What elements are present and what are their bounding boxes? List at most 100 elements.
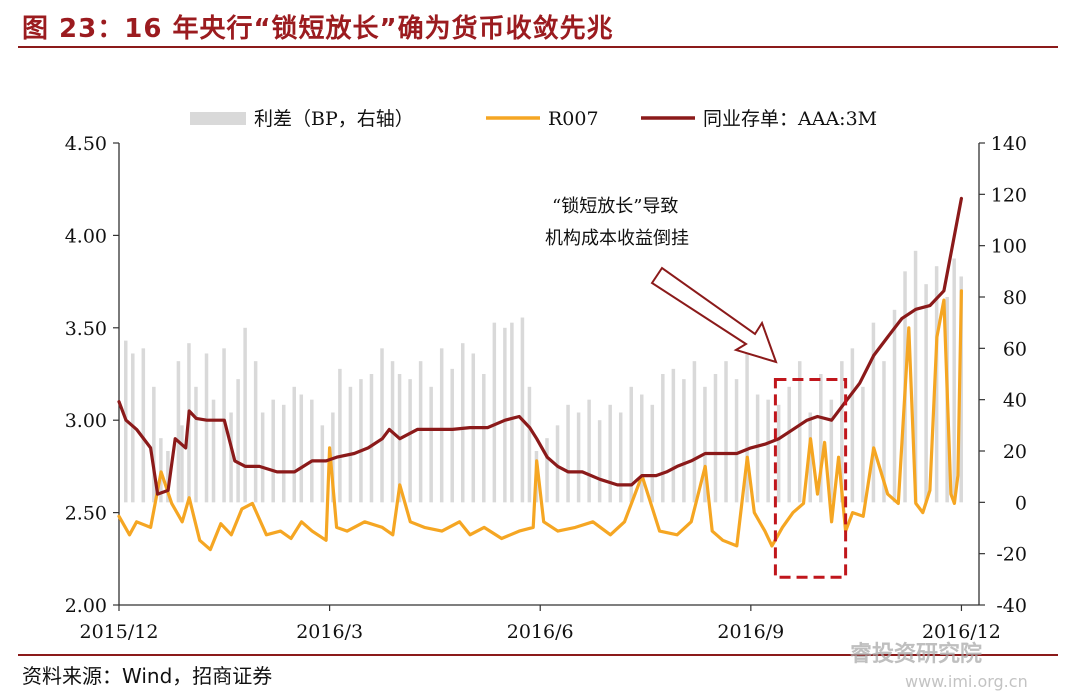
annotation-line-1: “锁短放长”导致: [552, 196, 678, 217]
spread-bar: [629, 386, 633, 503]
spread-bar: [310, 399, 314, 503]
spread-bar: [243, 327, 247, 503]
spread-bar: [587, 399, 591, 503]
left-tick-label: 2.00: [65, 595, 107, 617]
right-tick-label: 140: [991, 133, 1027, 155]
right-tick-label: 100: [991, 236, 1027, 258]
legend-label-ncd: 同业存单：AAA:3M: [703, 108, 877, 130]
spread-bar: [608, 404, 612, 503]
spread-bar: [555, 425, 560, 503]
spread-bar: [755, 394, 760, 503]
left-tick-label: 2.50: [65, 503, 107, 525]
x-tick-label: 2016/6: [507, 621, 574, 643]
spread-bar: [176, 361, 181, 503]
spread-bar: [320, 425, 325, 503]
spread-bar: [450, 368, 454, 503]
x-tick-label: 2016/9: [717, 621, 784, 643]
spread-bar: [576, 412, 581, 503]
x-tick-label: 2016/3: [296, 621, 363, 643]
spread-bar: [597, 420, 602, 503]
spread-bar: [299, 394, 304, 503]
spread-bar: [819, 374, 823, 503]
spread-bar: [913, 250, 918, 503]
right-tick-label: -20: [996, 544, 1027, 566]
spread-bar: [745, 353, 749, 503]
annotation-line-2: 机构成本收益倒挂: [545, 228, 689, 249]
spread-bar: [924, 284, 928, 503]
spread-bar: [152, 386, 156, 503]
spread-bar: [692, 361, 697, 503]
spread-bar: [829, 399, 834, 503]
spread-bar: [934, 266, 939, 503]
spread-bar: [713, 374, 718, 503]
spread-bar: [260, 412, 265, 503]
spread-bar: [703, 386, 707, 503]
spread-bar: [281, 404, 286, 503]
axes: 2.00 2.50 3.00 3.50 4.00 4.50 -40 -20 0 20 40 60 80 1…: [65, 133, 1027, 643]
chart: 利差（BP，右轴） R007 同业存单：AAA:3M 2.00 2.50 3.00 3…: [65, 108, 1027, 643]
spread-bar: [211, 399, 216, 503]
spread-bar: [253, 361, 258, 503]
annotation: “锁短放长”导致 机构成本收益倒挂: [545, 196, 778, 364]
spread-bar: [618, 412, 623, 503]
spread-bar: [141, 348, 146, 503]
spread-bar: [861, 386, 865, 503]
annotation-arrow: [650, 266, 778, 364]
spread-bar: [166, 451, 170, 503]
spread-bar: [892, 309, 897, 503]
spread-bar: [671, 368, 676, 503]
spread-bar: [180, 425, 184, 503]
spread-bar: [418, 361, 423, 503]
spread-bar: [439, 348, 444, 503]
spread-bar: [461, 343, 465, 503]
spread-bar: [952, 258, 956, 503]
spread-bar: [380, 348, 384, 503]
spread-bar: [229, 412, 233, 503]
right-tick-label: 0: [1015, 492, 1027, 514]
left-tick-label: 4.00: [65, 225, 107, 247]
series-lines: [117, 196, 964, 579]
spread-bar: [194, 386, 198, 503]
right-tick-label: 80: [1003, 287, 1027, 309]
spread-bar: [840, 361, 844, 503]
spread-bar: [482, 374, 486, 503]
spread-bar: [661, 374, 665, 503]
right-tick-label: 40: [1003, 390, 1027, 412]
title-divider: [18, 46, 1058, 48]
spread-bar: [640, 394, 644, 503]
spread-bar: [566, 404, 570, 503]
spread-bar: [204, 353, 209, 503]
watermark-url: www.imi.org.cn: [905, 672, 1028, 691]
spread-bar: [650, 404, 655, 503]
spread-bar: [429, 386, 433, 503]
spread-bar: [545, 438, 549, 503]
spread-bar: [359, 379, 363, 503]
right-tick-label: 120: [991, 184, 1027, 206]
spread-bar: [348, 386, 353, 503]
spread-bar: [271, 399, 275, 503]
r007-line: [117, 289, 964, 552]
left-tick-label: 3.00: [65, 410, 107, 432]
legend-label-spread: 利差（BP，右轴）: [254, 108, 414, 130]
spread-bar: [492, 322, 497, 503]
spread-bar: [766, 399, 770, 503]
chart-legend: 利差（BP，右轴） R007 同业存单：AAA:3M: [190, 108, 877, 130]
legend-swatch-spread: [190, 112, 246, 125]
right-tick-label: 60: [1003, 338, 1027, 360]
spread-bar: [527, 386, 532, 503]
spread-bar: [510, 322, 514, 503]
source-note: 资料来源：Wind，招商证券: [22, 664, 273, 688]
spread-bar: [408, 379, 412, 503]
legend-label-r007: R007: [548, 108, 599, 130]
spread-bar: [808, 412, 813, 503]
spread-bar: [882, 361, 886, 503]
spread-bar: [787, 386, 791, 503]
x-tick-label: 2016/12: [922, 621, 1001, 643]
spread-bar: [682, 379, 686, 503]
spread-bar: [734, 379, 739, 503]
spread-bar: [959, 276, 963, 503]
spread-bar: [236, 379, 240, 503]
highlight-box: [773, 378, 848, 579]
spread-bar: [520, 317, 525, 503]
watermark: 睿投资研究院: [850, 642, 983, 667]
